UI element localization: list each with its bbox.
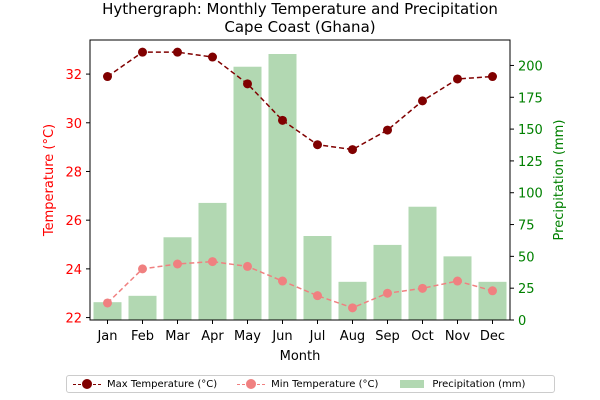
point-min-temp-jan	[103, 298, 112, 308]
legend-label-max-temp: Max Temperature (°C)	[107, 378, 218, 390]
precip-bar-may	[233, 66, 262, 321]
x-tick-label: Nov	[445, 329, 471, 344]
legend-item-min-temp: Min Temperature (°C)	[237, 378, 378, 390]
y-right-tick-label: 175	[518, 91, 543, 106]
legend-swatch-max-temp	[73, 378, 101, 390]
y-axis-left-label: Temperature (°C)	[42, 124, 57, 237]
y-left-tick-label: 26	[65, 214, 82, 229]
right-axis-ticks: 0 25 50 75 100 125 150 175 200	[510, 59, 543, 329]
chart-title-line2: Cape Coast (Ghana)	[224, 18, 375, 36]
legend-swatch-precipitation	[398, 378, 426, 390]
legend-label-min-temp: Min Temperature (°C)	[271, 378, 379, 390]
plot-frame	[89, 39, 511, 321]
point-max-temp-oct	[418, 96, 427, 106]
point-min-temp-mar	[173, 259, 182, 269]
point-max-temp-jan	[103, 72, 112, 82]
point-min-temp-aug	[348, 303, 357, 313]
legend-swatch-min-temp	[237, 378, 266, 390]
point-max-temp-nov	[453, 74, 462, 84]
x-axis-label: Month	[280, 349, 321, 364]
chart-title-line1: Hythergraph: Monthly Temperature and Pre…	[102, 0, 498, 18]
y-right-tick-label: 125	[518, 155, 543, 170]
precip-bar-mar	[163, 237, 192, 320]
y-left-tick-label: 32	[65, 68, 82, 83]
point-max-temp-jun	[278, 115, 287, 125]
legend-label-precipitation: Precipitation (mm)	[432, 378, 526, 390]
point-max-temp-sep	[383, 125, 392, 135]
precip-bar-feb	[128, 295, 157, 320]
x-tick-label: Jun	[271, 329, 292, 344]
y-left-tick-label: 24	[65, 263, 82, 278]
point-min-temp-jul	[313, 291, 322, 301]
precip-bar-jun	[268, 54, 297, 320]
x-tick-label: Aug	[340, 329, 365, 344]
x-tick-label: Jan	[96, 329, 117, 344]
y-right-tick-label: 100	[518, 187, 543, 202]
y-left-tick-label: 30	[65, 117, 82, 132]
line-max-temp	[107, 51, 493, 151]
y-right-tick-label: 200	[518, 59, 543, 74]
point-max-temp-dec	[488, 72, 497, 82]
y-right-tick-label: 0	[518, 314, 526, 329]
precipitation-bars	[93, 54, 507, 321]
precip-bar-aug	[338, 281, 367, 320]
precip-bar-nov	[443, 256, 472, 320]
point-max-temp-mar	[173, 47, 182, 57]
precip-bar-sep	[373, 244, 402, 320]
legend-item-precipitation: Precipitation (mm)	[398, 378, 525, 390]
line-min-temp	[106, 260, 493, 309]
y-right-tick-label: 75	[518, 219, 535, 234]
temperature-lines	[103, 47, 497, 313]
legend: Max Temperature (°C) Min Temperature (°C…	[66, 375, 555, 393]
point-max-temp-apr	[208, 52, 217, 62]
precip-bar-jan	[93, 302, 122, 320]
point-max-temp-jul	[313, 140, 322, 150]
y-axis-right-label: Precipitation (mm)	[552, 120, 567, 241]
point-max-temp-may	[243, 79, 252, 89]
point-min-temp-apr	[208, 257, 217, 267]
point-min-temp-oct	[418, 283, 427, 293]
precip-bar-jul	[303, 236, 332, 320]
point-min-temp-dec	[488, 286, 497, 296]
x-tick-label: May	[234, 329, 261, 344]
x-tick-label: Dec	[480, 329, 505, 344]
y-right-tick-label: 25	[518, 282, 535, 297]
x-tick-label: Mar	[165, 329, 190, 344]
point-min-temp-feb	[138, 264, 147, 274]
y-right-tick-label: 150	[518, 123, 543, 138]
x-tick-label: Sep	[375, 329, 400, 344]
point-min-temp-jun	[278, 276, 287, 286]
x-tick-label: Apr	[201, 329, 224, 344]
point-max-temp-feb	[138, 47, 147, 57]
y-left-tick-label: 22	[65, 312, 82, 327]
precip-bar-oct	[408, 206, 437, 320]
x-tick-label: Jul	[309, 329, 326, 344]
legend-item-max-temp: Max Temperature (°C)	[73, 378, 217, 390]
point-min-temp-may	[243, 261, 252, 271]
y-right-tick-label: 50	[518, 250, 535, 265]
y-left-tick-label: 28	[65, 165, 82, 180]
point-min-temp-sep	[383, 288, 392, 298]
point-max-temp-aug	[348, 145, 357, 155]
left-axis-ticks: 22 24 26 28 30 32	[65, 68, 90, 327]
point-min-temp-nov	[453, 276, 462, 286]
x-tick-label: Oct	[411, 329, 433, 344]
x-tick-label: Feb	[131, 329, 154, 344]
x-axis-ticks: Jan Feb Mar Apr May Jun Jul Aug Sep Oct Nov Dec	[96, 320, 505, 344]
